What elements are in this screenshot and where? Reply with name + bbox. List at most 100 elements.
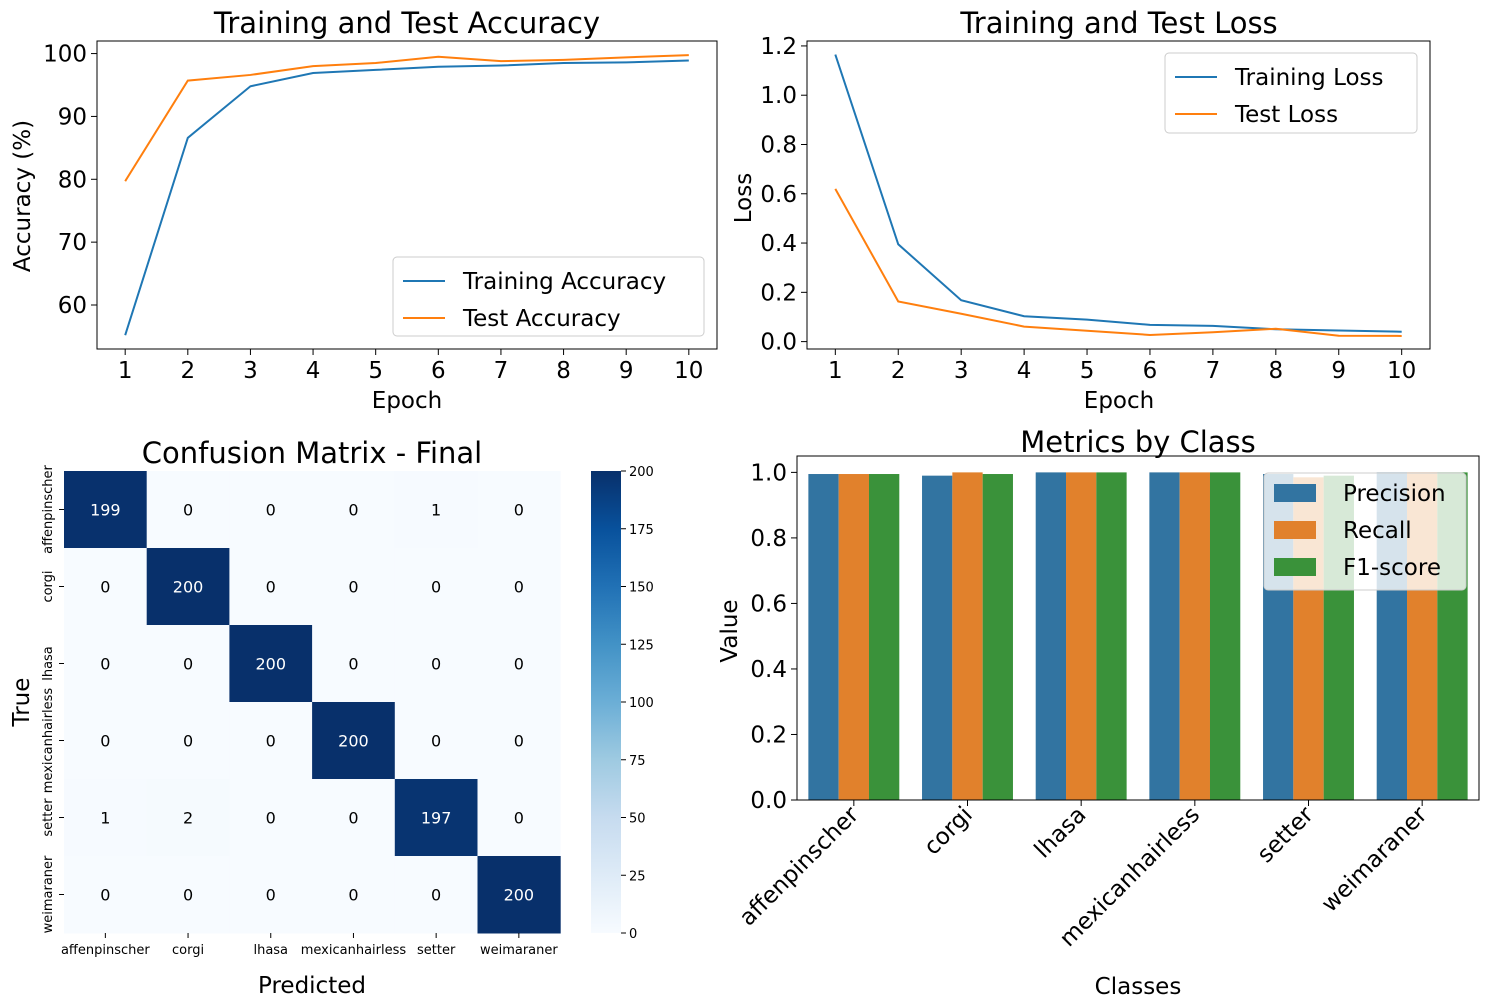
colorbar-tick-label: 75 bbox=[629, 754, 646, 769]
loss-x-tick-label: 10 bbox=[1387, 358, 1416, 384]
heatmap-cell bbox=[312, 625, 396, 703]
heatmap-cell bbox=[394, 779, 478, 857]
heatmap-x-tick-label: corgi bbox=[172, 943, 204, 958]
heatmap-x-tick-label: affenpinscher bbox=[61, 943, 150, 958]
heatmap-cell-value: 0 bbox=[100, 886, 110, 905]
heatmap-cell-value: 0 bbox=[100, 655, 110, 674]
metrics-y-tick-label: 0.8 bbox=[750, 526, 787, 552]
metrics-legend-label: Precision bbox=[1343, 481, 1446, 507]
metrics-y-tick-label: 0.2 bbox=[750, 722, 787, 748]
heatmap-cell bbox=[394, 625, 478, 703]
heatmap-cell bbox=[477, 548, 561, 626]
metrics-x-tick-label: lhasa bbox=[1030, 802, 1092, 864]
loss-y-tick-label: 0.4 bbox=[760, 231, 797, 257]
accuracy-x-tick-label: 5 bbox=[368, 358, 383, 384]
heatmap-cell bbox=[64, 856, 148, 934]
accuracy-x-tick-label: 9 bbox=[619, 358, 634, 384]
accuracy-legend-label: Test Accuracy bbox=[462, 306, 621, 332]
heatmap-y-tick-label: corgi bbox=[41, 570, 56, 602]
loss-x-tick-label: 8 bbox=[1269, 358, 1284, 384]
loss-legend-box bbox=[1164, 52, 1418, 134]
heatmap-cell-value: 0 bbox=[266, 501, 276, 520]
loss-x-tick-label: 6 bbox=[1143, 358, 1158, 384]
loss-x-tick-label: 3 bbox=[954, 358, 969, 384]
loss-plot-frame bbox=[806, 40, 1431, 350]
heatmap-cell bbox=[312, 779, 396, 857]
loss-x-tick-label: 5 bbox=[1080, 358, 1095, 384]
heatmap-cell-value: 200 bbox=[338, 732, 369, 751]
heatmap-cell bbox=[394, 856, 478, 934]
bar-recall bbox=[1066, 472, 1097, 800]
accuracy-legend-box bbox=[392, 256, 705, 337]
colorbar bbox=[591, 471, 621, 933]
bar-precision bbox=[1149, 472, 1180, 800]
metrics-chart-title: Metrics by Class bbox=[1020, 425, 1256, 459]
accuracy-x-axis-label: Epoch bbox=[372, 388, 442, 414]
accuracy-series-line-1 bbox=[124, 54, 689, 182]
heatmap-cell bbox=[64, 548, 148, 626]
metrics-y-tick-label: 0.0 bbox=[750, 788, 787, 814]
confusion-matrix-chart: Confusion Matrix - Final Predicted True … bbox=[9, 436, 654, 999]
loss-y-tick-label: 1.0 bbox=[760, 83, 797, 109]
accuracy-x-tick-label: 7 bbox=[494, 358, 509, 384]
accuracy-series-line-0 bbox=[124, 59, 689, 336]
heatmap-cell-value: 0 bbox=[514, 655, 524, 674]
bar-f1-score bbox=[1209, 472, 1241, 800]
heatmap-cell bbox=[146, 702, 230, 780]
metrics-chart: Metrics by Class Classes Value 0.0 0.2 0.4… bbox=[717, 425, 1480, 1000]
heatmap-cell-value: 0 bbox=[266, 809, 276, 828]
loss-series-line-0 bbox=[834, 54, 1402, 333]
bar-f1-score bbox=[982, 474, 1013, 800]
loss-x-tick-label: 9 bbox=[1331, 358, 1346, 384]
heatmap-cell-value: 200 bbox=[173, 578, 204, 597]
confusion-matrix-title: Confusion Matrix - Final bbox=[142, 436, 483, 470]
loss-x-tick-label: 2 bbox=[891, 358, 906, 384]
metrics-x-tick-label: corgi bbox=[919, 802, 978, 861]
heatmap-cell-value: 0 bbox=[431, 732, 441, 751]
metrics-legend-swatch bbox=[1274, 521, 1316, 539]
heatmap-cell bbox=[229, 856, 313, 934]
metrics-legend-label: Recall bbox=[1343, 518, 1412, 544]
heatmap-cell bbox=[146, 856, 230, 934]
metrics-y-tick-label: 0.4 bbox=[750, 657, 787, 683]
metrics-x-tick-label: affenpinscher bbox=[735, 801, 865, 931]
heatmap-cell bbox=[146, 779, 230, 857]
loss-legend-label: Training Loss bbox=[1234, 65, 1384, 91]
heatmap-cell-value: 0 bbox=[266, 732, 276, 751]
metrics-y-axis-label: Value bbox=[717, 599, 743, 662]
loss-y-tick-label: 0.6 bbox=[760, 182, 797, 208]
accuracy-x-tick-label: 8 bbox=[556, 358, 571, 384]
metrics-plot-frame bbox=[796, 455, 1480, 801]
heatmap-cell bbox=[64, 702, 148, 780]
accuracy-y-tick-label: 90 bbox=[58, 104, 87, 130]
heatmap-cell bbox=[146, 625, 230, 703]
heatmap-y-tick-label: affenpinscher bbox=[41, 464, 56, 553]
heatmap-cell-value: 1 bbox=[100, 809, 110, 828]
accuracy-chart-title: Training and Test Accuracy bbox=[213, 6, 600, 40]
colorbar-tick-label: 0 bbox=[629, 927, 637, 942]
colorbar-tick-label: 150 bbox=[629, 581, 654, 596]
heatmap-cell bbox=[312, 548, 396, 626]
loss-legend-label: Test Loss bbox=[1234, 102, 1338, 128]
metrics-y-tick-label: 1.0 bbox=[750, 460, 787, 486]
heatmap-cell-value: 197 bbox=[421, 809, 452, 828]
metrics-x-tick-label: setter bbox=[1252, 801, 1319, 868]
heatmap-cell-value: 0 bbox=[183, 886, 193, 905]
heatmap-cell-value: 0 bbox=[514, 578, 524, 597]
metrics-y-tick-label: 0.6 bbox=[750, 591, 787, 617]
heatmap-cell bbox=[394, 702, 478, 780]
heatmap-y-tick-label: mexicanhairless bbox=[41, 688, 56, 794]
heatmap-cell bbox=[229, 702, 313, 780]
heatmap-cell-value: 0 bbox=[431, 886, 441, 905]
heatmap-cell-value: 0 bbox=[431, 655, 441, 674]
heatmap-cell bbox=[64, 779, 148, 857]
heatmap-cell bbox=[146, 548, 230, 626]
metrics-x-axis-label: Classes bbox=[1095, 974, 1182, 1000]
heatmap-cell-value: 0 bbox=[183, 655, 193, 674]
loss-chart-title: Training and Test Loss bbox=[959, 6, 1277, 40]
heatmap-cell bbox=[477, 856, 561, 934]
accuracy-x-tick-label: 4 bbox=[306, 358, 321, 384]
metrics-x-tick-label: weimaraner bbox=[1317, 801, 1433, 917]
heatmap-cell-value: 200 bbox=[255, 655, 286, 674]
